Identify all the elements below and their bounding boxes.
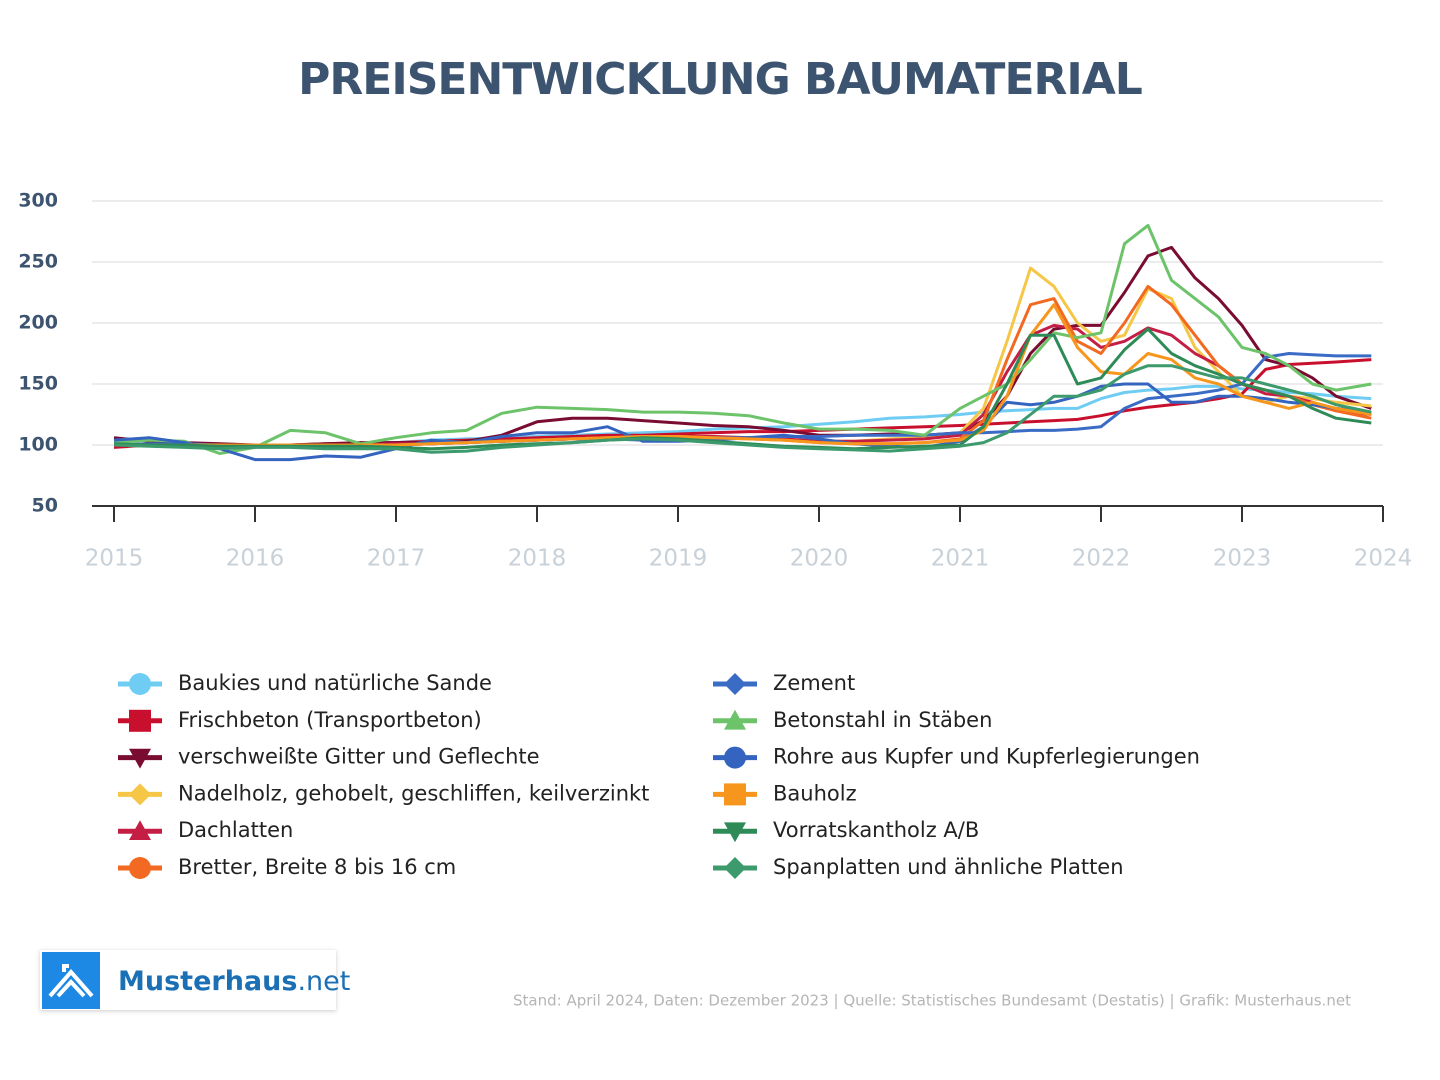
y-tick-label: 50 (32, 495, 58, 517)
legend-label: Dachlatten (178, 818, 293, 842)
legend-marker (129, 820, 151, 840)
legend-label: Frischbeton (Transportbeton) (178, 708, 482, 732)
x-tick-label: 2022 (1072, 546, 1131, 572)
x-tick-label: 2020 (790, 546, 849, 572)
legend-marker (724, 746, 746, 769)
source-note: Stand: April 2024, Daten: Dezember 2023 … (513, 992, 1351, 1010)
legend-marker (724, 709, 746, 730)
legend-marker (129, 783, 151, 806)
chart-title: PREISENTWICKLUNG BAUMATERIAL (298, 54, 1142, 105)
legend-label: Bretter, Breite 8 bis 16 cm (178, 855, 456, 879)
x-tick-label: 2024 (1354, 546, 1413, 572)
legend-label: Zement (773, 671, 855, 695)
x-tick-label: 2015 (85, 546, 144, 572)
logo: Musterhaus.net (40, 950, 350, 1010)
legend-label: verschweißte Gitter und Geflechte (178, 745, 540, 769)
legend-label: Vorratskantholz A/B (773, 818, 979, 842)
legend-label: Baukies und natürliche Sande (178, 671, 492, 695)
x-tick-label: 2018 (508, 546, 567, 572)
y-tick-label: 300 (18, 190, 58, 212)
series-line (114, 303, 1372, 447)
legend-label: Bauholz (773, 781, 857, 805)
legend-marker (724, 673, 746, 695)
y-tick-label: 250 (18, 251, 58, 273)
legend-marker (129, 709, 151, 732)
y-tick-label: 100 (18, 434, 58, 456)
logo-suffix: .net (297, 966, 350, 997)
y-tick-label: 200 (18, 312, 58, 334)
series-line (113, 364, 1372, 454)
logo-house (48, 964, 94, 998)
legend-label: Nadelholz, gehobelt, geschliffen, keilve… (178, 781, 649, 805)
y-tick-label: 150 (18, 373, 58, 395)
legend-marker (724, 783, 746, 806)
legend-label: Rohre aus Kupfer und Kupferlegierungen (773, 745, 1200, 769)
series-line (114, 284, 1372, 447)
legend-label: Betonstahl in Stäben (773, 708, 992, 732)
legend-marker (724, 857, 746, 879)
x-tick-label: 2021 (931, 546, 990, 572)
legend-marker (129, 857, 151, 879)
legend-marker (724, 822, 746, 843)
legend-marker (129, 748, 151, 769)
logo-text: Musterhaus.net (118, 966, 350, 997)
x-tick-label: 2017 (367, 546, 426, 572)
logo-name: Musterhaus (118, 966, 297, 997)
legend-label: Spanplatten und ähnliche Platten (773, 855, 1124, 879)
series-line (113, 382, 1372, 462)
legend-marker (129, 673, 151, 695)
x-tick-label: 2016 (226, 546, 285, 572)
series-line (113, 223, 1372, 455)
x-tick-label: 2023 (1213, 546, 1272, 572)
x-tick-label: 2019 (649, 546, 708, 572)
